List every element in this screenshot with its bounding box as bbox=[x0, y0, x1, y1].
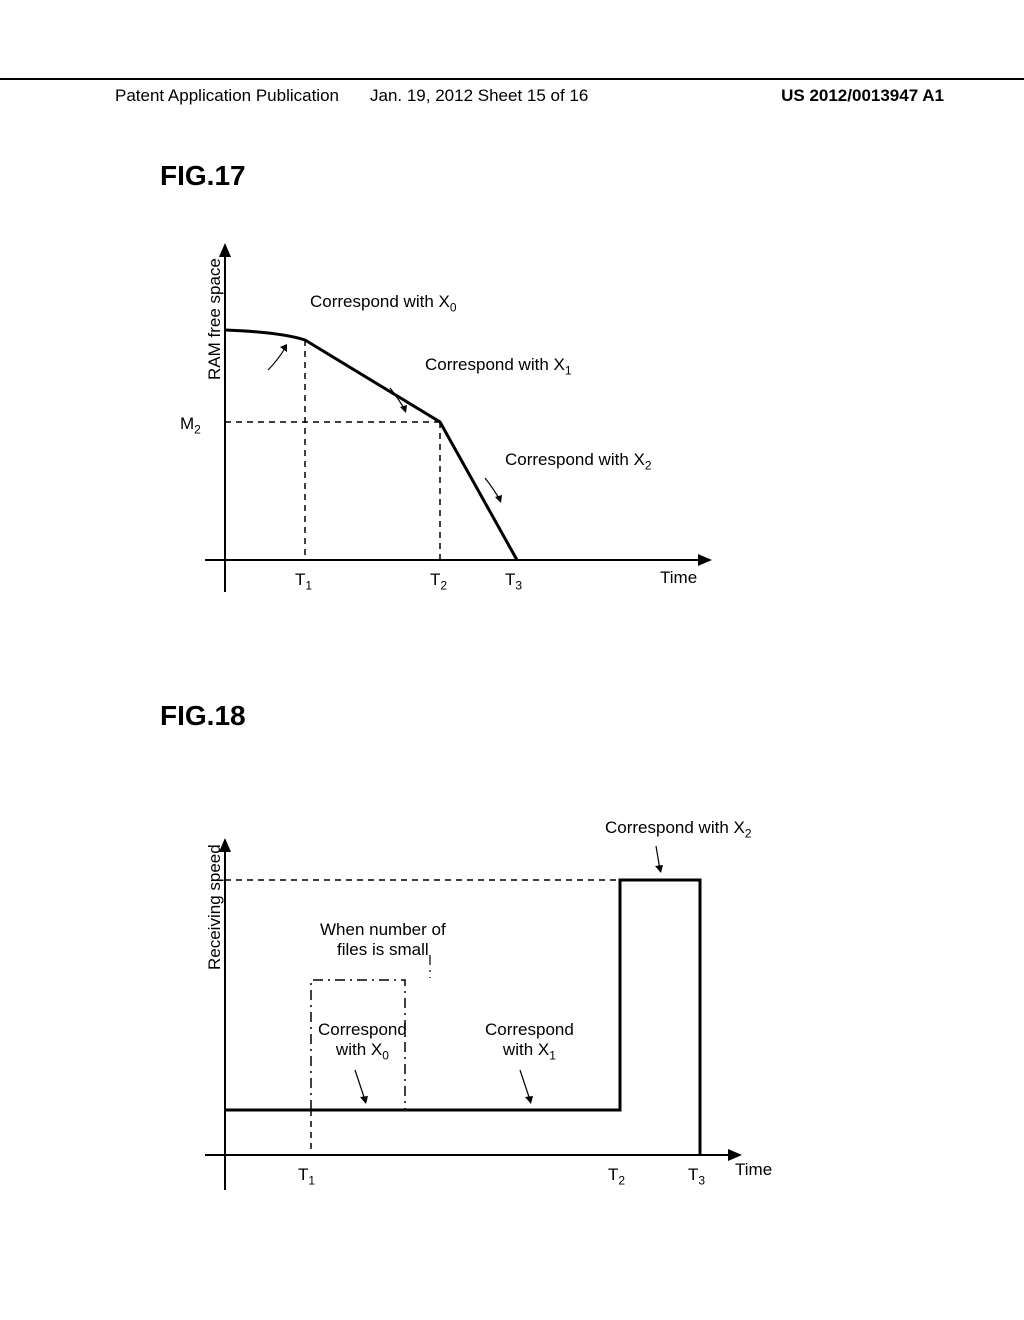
fig18-leader-x0-tip bbox=[360, 1096, 368, 1104]
fig18-chart bbox=[0, 600, 1024, 1300]
fig18-leader-x2-tip bbox=[655, 865, 663, 873]
fig18-t2: T2 bbox=[608, 1165, 625, 1187]
fig17-ann-x1: Correspond with X1 bbox=[425, 355, 572, 377]
fig17-leader-x2-tip bbox=[495, 495, 502, 503]
fig18-ann-x2: Correspond with X2 bbox=[605, 818, 752, 840]
fig18-curve bbox=[225, 880, 700, 1155]
fig17-ann-x0: Correspond with X0 bbox=[310, 292, 457, 314]
fig17-leader-x0 bbox=[268, 348, 285, 370]
fig18-xlabel: Time bbox=[735, 1160, 772, 1180]
fig17-t1: T1 bbox=[295, 570, 312, 592]
fig17-t3: T3 bbox=[505, 570, 522, 592]
fig18-leader-x0 bbox=[355, 1070, 365, 1100]
fig18-t1: T1 bbox=[298, 1165, 315, 1187]
fig18-ann-x0: Correspond with X0 bbox=[318, 1020, 407, 1062]
fig17-xlabel: Time bbox=[660, 568, 697, 588]
fig17-t2: T2 bbox=[430, 570, 447, 592]
fig18-t3: T3 bbox=[688, 1165, 705, 1187]
fig18-ann-small: When number of files is small bbox=[320, 920, 446, 960]
fig18-leader-x1-tip bbox=[525, 1096, 533, 1104]
fig18-ann-x1: Correspond with X1 bbox=[485, 1020, 574, 1062]
fig17-m2: M2 bbox=[180, 414, 201, 436]
fig17-leader-x1-tip bbox=[400, 405, 407, 413]
fig17-chart bbox=[0, 0, 1024, 700]
fig17-ann-x2: Correspond with X2 bbox=[505, 450, 652, 472]
fig18-leader-x1 bbox=[520, 1070, 530, 1100]
